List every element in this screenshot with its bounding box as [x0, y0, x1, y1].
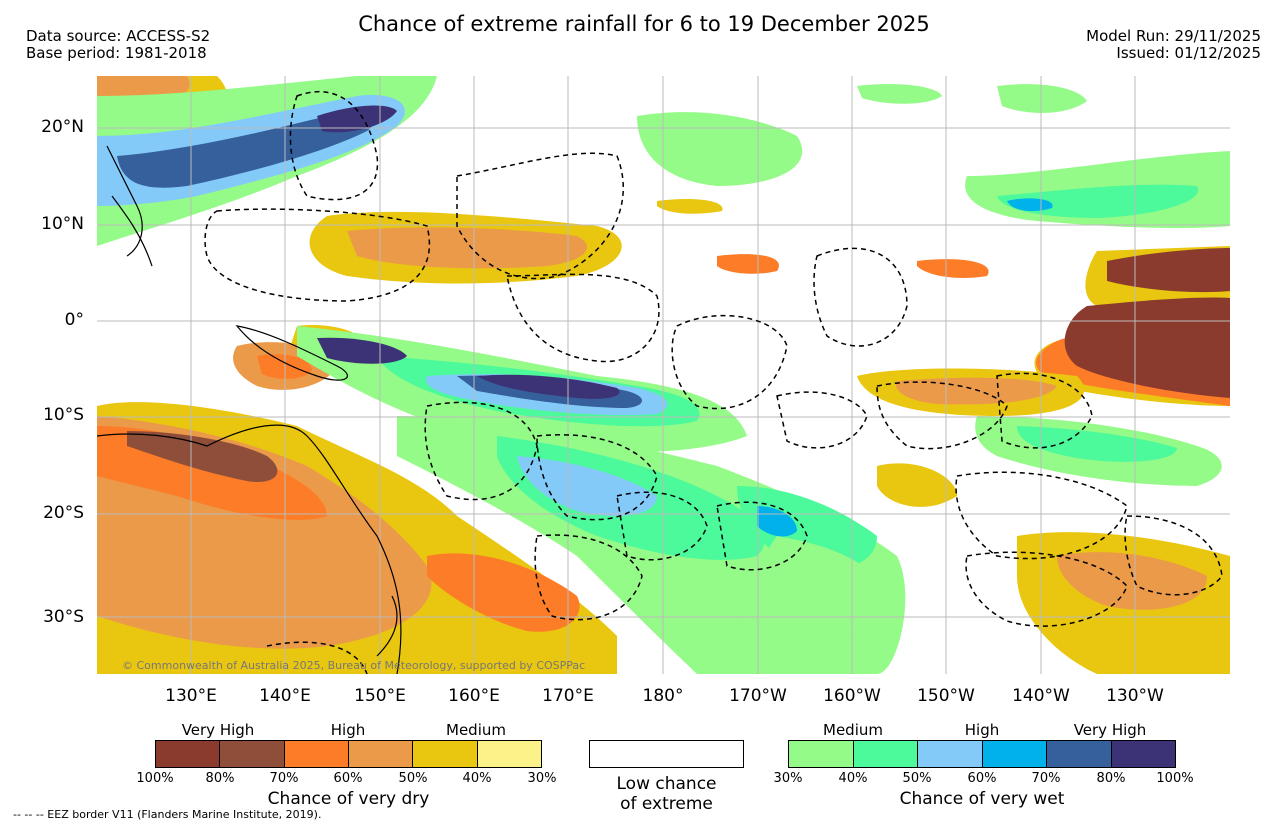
eez-borders	[204, 91, 1223, 674]
lon-label: 140°W	[1012, 686, 1070, 706]
wet-legend-title: Chance of very wet	[899, 789, 1065, 809]
dry-legend-swatch	[220, 741, 285, 767]
dry-legend-tick: 60%	[333, 771, 363, 786]
wet-legend-swatch	[1047, 741, 1112, 767]
lon-label: 160°E	[448, 686, 500, 706]
lon-label: 150°W	[917, 686, 975, 706]
dry-legend-tick: 30%	[527, 771, 557, 786]
lat-label: 10°S	[43, 405, 84, 425]
dry-legend-tick: 50%	[398, 771, 428, 786]
lat-label: 20°N	[41, 117, 84, 137]
dry-legend-title: Chance of very dry	[267, 789, 430, 809]
lon-label: 160°W	[823, 686, 881, 706]
lat-label: 10°N	[41, 214, 84, 234]
dry-legend-swatch	[477, 741, 541, 767]
wet-legend-tick: 50%	[902, 771, 932, 786]
copyright-notice: © Commonwealth of Australia 2025, Bureau…	[122, 659, 586, 672]
low-chance-label: of extreme	[620, 794, 713, 814]
dry-legend-swatch	[156, 741, 221, 767]
coastlines	[97, 145, 402, 674]
eez-footnote: -- -- -- EEZ border V11 (Flanders Marine…	[13, 808, 322, 821]
rainfall-map: © Commonwealth of Australia 2025, Bureau…	[97, 76, 1230, 674]
wet-legend-swatch	[918, 741, 983, 767]
lon-label: 170°W	[729, 686, 787, 706]
map-canvas	[97, 76, 1230, 674]
lon-label: 180°	[642, 686, 684, 706]
wet-legend-header: Medium	[823, 721, 883, 739]
lat-label: 30°S	[43, 607, 84, 627]
dry-legend-tick: 40%	[462, 771, 492, 786]
dry-legend-swatch	[348, 741, 414, 767]
dry-regions	[97, 76, 1230, 674]
lon-label: 130°W	[1106, 686, 1164, 706]
wet-legend-swatch	[789, 741, 854, 767]
lon-label: 170°E	[542, 686, 594, 706]
dry-legend-swatch	[413, 741, 478, 767]
lat-label: 0°	[64, 310, 84, 330]
dry-legend-tick: 80%	[205, 771, 235, 786]
wet-legend-tick: 80%	[1096, 771, 1126, 786]
wet-legend-tick: 100%	[1156, 771, 1194, 786]
wet-legend-swatch	[853, 741, 918, 767]
wet-legend-tick: 70%	[1031, 771, 1061, 786]
dry-legend-header: High	[330, 721, 366, 739]
low-chance-label: Low chance	[616, 774, 717, 794]
low-chance-swatch	[589, 740, 744, 768]
dry-legend-colorbar	[155, 740, 542, 768]
dry-legend-tick: 100%	[136, 771, 174, 786]
dry-legend-header: Very High	[181, 721, 255, 739]
wet-legend-tick: 40%	[838, 771, 868, 786]
base-period-label: Base period: 1981-2018	[26, 44, 207, 62]
wet-legend-swatch	[1111, 741, 1175, 767]
issued-label: Issued: 01/12/2025	[1116, 44, 1261, 62]
lat-label: 20°S	[43, 503, 84, 523]
wet-legend-header: High	[964, 721, 1000, 739]
data-source-label: Data source: ACCESS-S2	[26, 27, 211, 45]
lon-label: 130°E	[165, 686, 217, 706]
wet-legend-swatch	[982, 741, 1047, 767]
dry-legend-tick: 70%	[269, 771, 299, 786]
model-run-label: Model Run: 29/11/2025	[1086, 27, 1261, 45]
wet-legend-header: Very High	[1073, 721, 1147, 739]
lon-label: 140°E	[259, 686, 311, 706]
wet-legend-tick: 60%	[967, 771, 997, 786]
graticule	[97, 76, 1230, 674]
lon-label: 150°E	[354, 686, 406, 706]
map-title: Chance of extreme rainfall for 6 to 19 D…	[358, 12, 930, 36]
wet-legend-tick: 30%	[773, 771, 803, 786]
wet-legend-colorbar	[788, 740, 1176, 768]
dry-legend-header: Medium	[446, 721, 506, 739]
wet-regions	[97, 76, 1230, 674]
dry-legend-swatch	[284, 741, 349, 767]
